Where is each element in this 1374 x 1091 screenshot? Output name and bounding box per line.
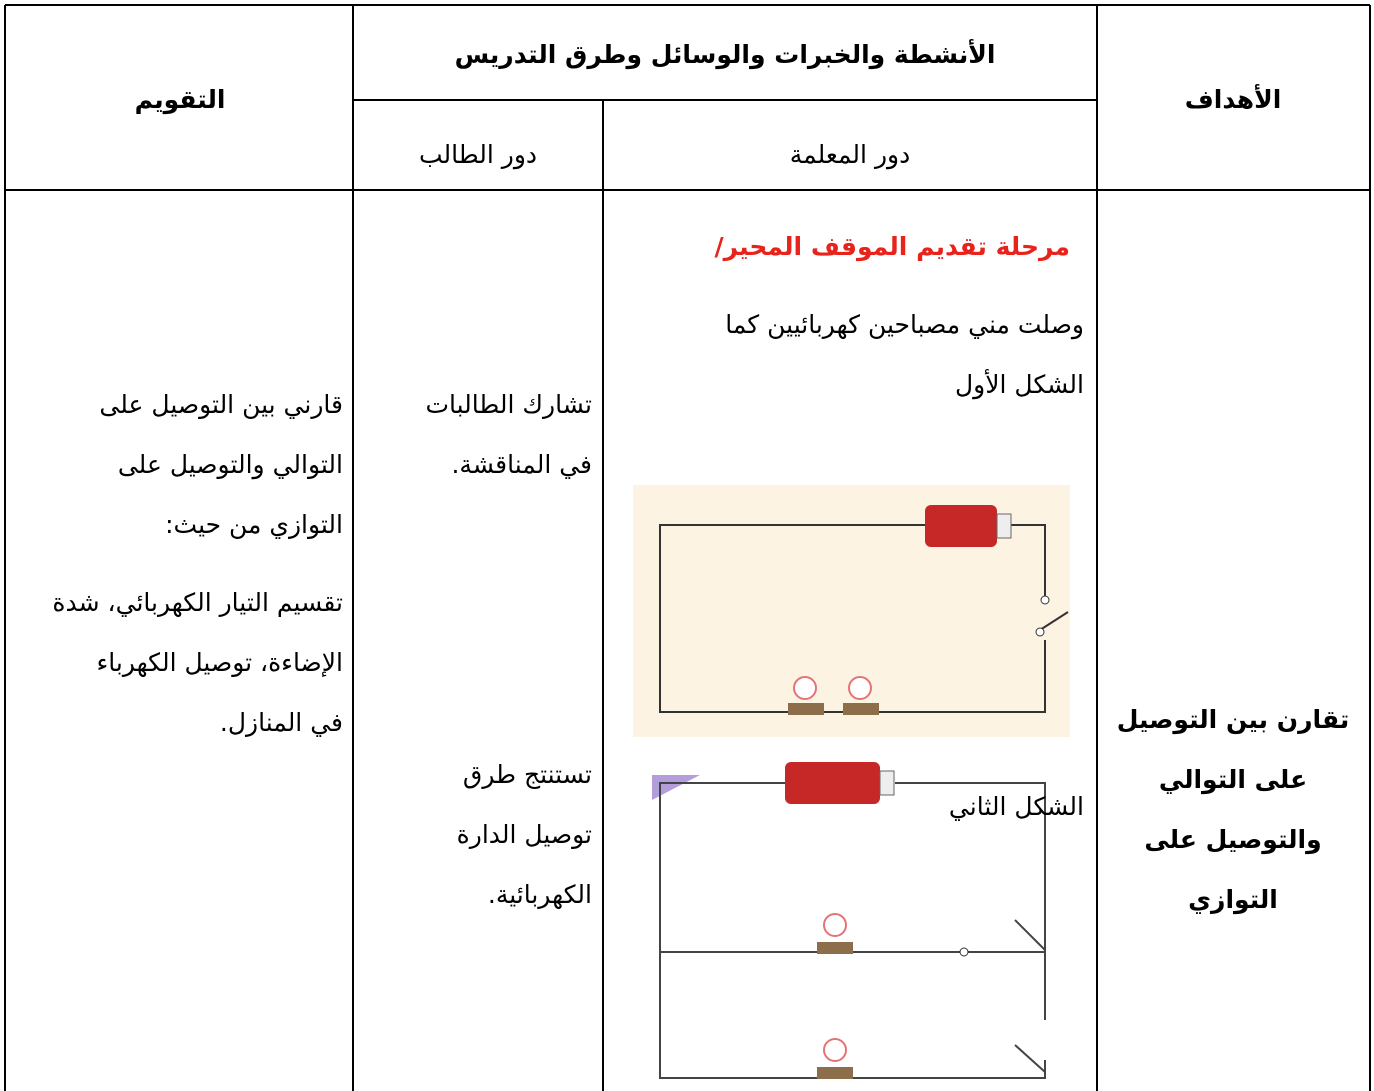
objective-line: تقارن بين التوصيل — [1116, 705, 1350, 734]
text-line: تقسيم التيار الكهربائي، شدة — [52, 588, 343, 617]
figure-label: الشكل الثاني — [948, 792, 1084, 821]
text-line: الكهربائية. — [487, 880, 592, 909]
text-line: تشارك الطالبات — [425, 390, 592, 419]
text-line: قارني بين التوصيل على — [99, 390, 343, 419]
text-line: وصلت مني مصباحين كهربائيين كما — [725, 310, 1084, 339]
header-cell: التقويم — [134, 85, 226, 114]
header-cell: دور الطالب — [418, 140, 538, 169]
text-line: الشكل الأول — [955, 370, 1084, 399]
text-line: في المناقشة. — [451, 450, 592, 479]
text-line: الإضاءة، توصيل الكهرباء — [96, 648, 343, 677]
text-line: التوازي من حيث: — [165, 510, 343, 539]
objective-line: التوازي — [1188, 885, 1278, 914]
text-line: توصيل الدارة — [456, 820, 592, 849]
text-line: تستنتج طرق — [462, 760, 592, 789]
parallel-circuit-figure — [652, 762, 1046, 1079]
stage-title: مرحلة تقديم الموقف المحير/ — [714, 232, 1071, 261]
objective-line: على التوالي — [1158, 765, 1308, 794]
series-circuit-figure — [633, 485, 1070, 737]
text-line: التوالي والتوصيل على — [117, 450, 343, 479]
objective-line: والتوصيل على — [1144, 825, 1322, 854]
header-cell: الأهداف — [1184, 85, 1282, 114]
text-line: في المنازل. — [219, 708, 343, 737]
header-cell: الأنشطة والخبرات والوسائل وطرق التدريس — [454, 40, 996, 69]
header-cell: دور المعلمة — [789, 140, 911, 169]
